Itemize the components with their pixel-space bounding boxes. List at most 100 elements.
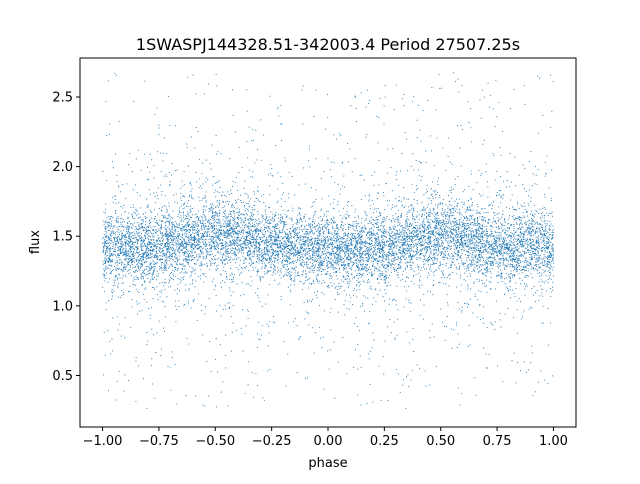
data-point [431, 244, 433, 246]
data-point [264, 240, 266, 242]
data-point [251, 128, 253, 131]
data-point [294, 244, 296, 246]
data-point [538, 256, 540, 258]
data-point [495, 231, 497, 233]
data-point [404, 248, 406, 250]
data-point [217, 264, 219, 266]
data-point [330, 176, 332, 178]
data-point [439, 194, 441, 196]
data-point [369, 234, 371, 236]
data-point [417, 104, 419, 106]
data-point [236, 223, 238, 225]
data-point [214, 261, 216, 264]
data-point [362, 231, 364, 233]
data-point [497, 281, 499, 284]
data-point [499, 228, 501, 230]
data-point [129, 268, 131, 271]
data-point [313, 254, 315, 256]
data-point [380, 399, 382, 401]
data-point [405, 257, 407, 259]
data-point [315, 231, 318, 233]
data-point [166, 208, 168, 210]
data-point [118, 262, 120, 265]
data-point [112, 285, 114, 287]
data-point [217, 218, 219, 220]
data-point [307, 264, 309, 266]
data-point [385, 282, 387, 284]
data-point [331, 277, 333, 279]
data-point [525, 247, 527, 249]
data-point [450, 223, 452, 225]
data-point [212, 229, 214, 232]
data-point [252, 216, 254, 218]
data-point [123, 220, 125, 222]
data-point [171, 244, 173, 246]
data-point [147, 270, 149, 272]
data-point [547, 243, 549, 245]
data-point [386, 326, 389, 328]
data-point [205, 245, 207, 247]
data-point [506, 250, 508, 253]
data-point [129, 236, 131, 238]
data-point [222, 201, 224, 203]
data-point [537, 132, 539, 134]
data-point [509, 258, 511, 260]
data-point [396, 237, 398, 239]
data-point [106, 246, 108, 248]
data-point [405, 376, 408, 378]
data-point [162, 160, 164, 162]
data-point [223, 259, 225, 261]
data-point [250, 265, 252, 267]
data-point [254, 218, 256, 220]
data-point [195, 237, 197, 239]
data-point [332, 202, 334, 204]
data-point [338, 269, 340, 271]
data-point [111, 295, 113, 297]
data-point [443, 233, 445, 236]
data-point [540, 370, 542, 372]
data-point [397, 264, 399, 266]
data-point [371, 260, 373, 262]
data-point [534, 264, 536, 266]
data-point [499, 218, 501, 220]
data-point [413, 229, 415, 232]
data-point [224, 220, 226, 222]
data-point [271, 242, 273, 244]
data-point [123, 258, 125, 260]
data-point [277, 284, 279, 286]
data-point [316, 297, 318, 299]
data-point [362, 305, 364, 307]
data-point [136, 192, 138, 194]
data-point [385, 244, 387, 246]
data-point [480, 175, 482, 177]
data-point [247, 226, 249, 228]
data-point [184, 214, 186, 216]
data-point [144, 262, 146, 264]
data-point [126, 226, 128, 228]
data-point [210, 370, 212, 372]
data-point [165, 254, 167, 256]
data-point [385, 237, 387, 239]
data-point [133, 206, 135, 208]
data-point [446, 211, 448, 214]
data-point [457, 254, 459, 256]
data-point [298, 212, 300, 214]
data-point [334, 233, 336, 235]
data-point [274, 251, 276, 253]
data-point [460, 258, 462, 260]
data-point [197, 130, 199, 132]
data-point [356, 255, 358, 258]
data-point [202, 224, 205, 226]
data-point [344, 232, 346, 234]
data-point [109, 245, 111, 247]
data-point [352, 244, 354, 246]
data-point [312, 219, 314, 221]
data-point [361, 256, 363, 258]
data-point [110, 243, 112, 245]
data-point [136, 250, 138, 252]
data-point [236, 207, 238, 209]
data-point [480, 269, 482, 271]
data-point [473, 225, 475, 227]
data-point [544, 270, 546, 272]
data-point [340, 255, 342, 257]
